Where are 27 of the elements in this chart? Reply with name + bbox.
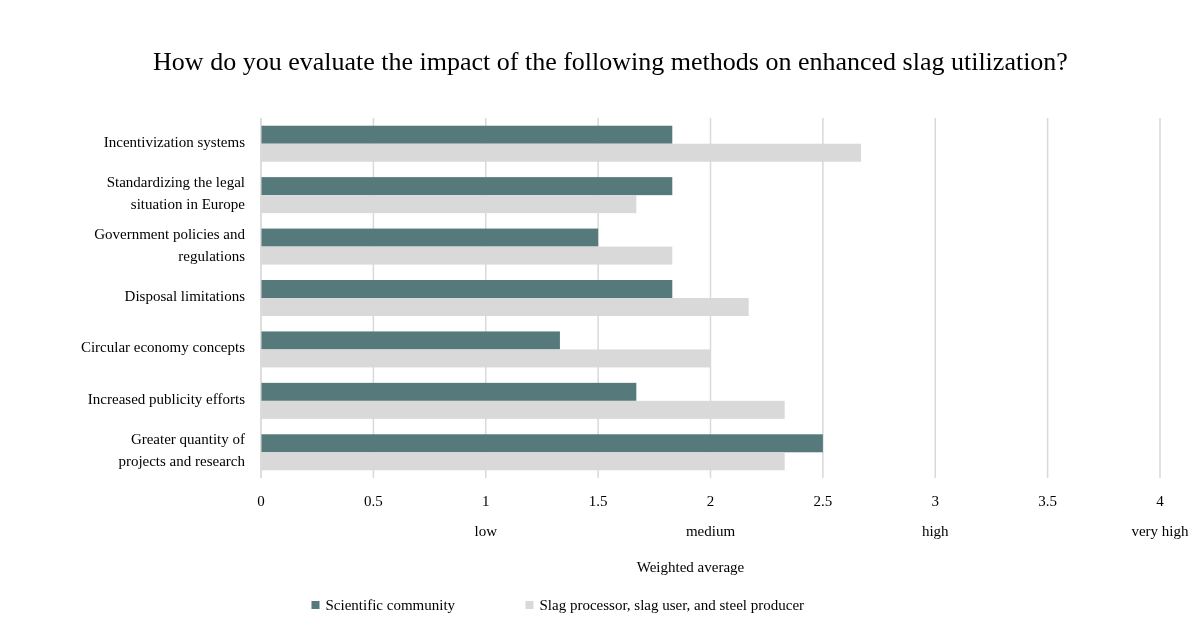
- y-tick-label: Disposal limitations: [124, 288, 246, 305]
- x-tick-label: 2.5: [813, 493, 833, 509]
- x-tick-label: 2 medium: [685, 493, 736, 539]
- legend-label: Slag processor, slag user, and steel producer: [539, 597, 805, 613]
- x-tick-label: 3.5: [1038, 493, 1057, 509]
- y-tick-label: Greater quantity of projects and research: [118, 431, 246, 470]
- bar: [261, 331, 560, 350]
- x-tick-label: 0: [257, 493, 265, 509]
- bar: [261, 382, 637, 401]
- x-tick-label: 0.5: [364, 493, 383, 509]
- y-tick-label: Government policies and regulations: [94, 226, 246, 265]
- bar: [261, 228, 599, 247]
- x-tick-label: 3 high: [921, 493, 950, 539]
- y-tick-label: Circular economy concepts: [80, 339, 246, 356]
- x-tick-label: 1.5: [588, 493, 608, 509]
- y-tick-label: Increased publicity efforts: [87, 391, 246, 408]
- x-tick-label: 1 low: [474, 493, 498, 539]
- legend-label: Scientific community: [325, 597, 456, 613]
- bar: [261, 434, 823, 453]
- bar: [261, 125, 673, 144]
- bar: [261, 177, 673, 196]
- x-axis-title: Weighted average: [636, 559, 745, 575]
- y-tick-label: Standardizing the legal situation in Europe: [106, 174, 246, 213]
- bar: [261, 280, 673, 298]
- chart-title: How do you evaluate the impact of the following methods on enhanced slag utilization?: [153, 47, 1068, 76]
- x-tick-label: 4 very high: [1131, 493, 1190, 539]
- y-tick-label: Incentivization systems: [103, 134, 246, 151]
